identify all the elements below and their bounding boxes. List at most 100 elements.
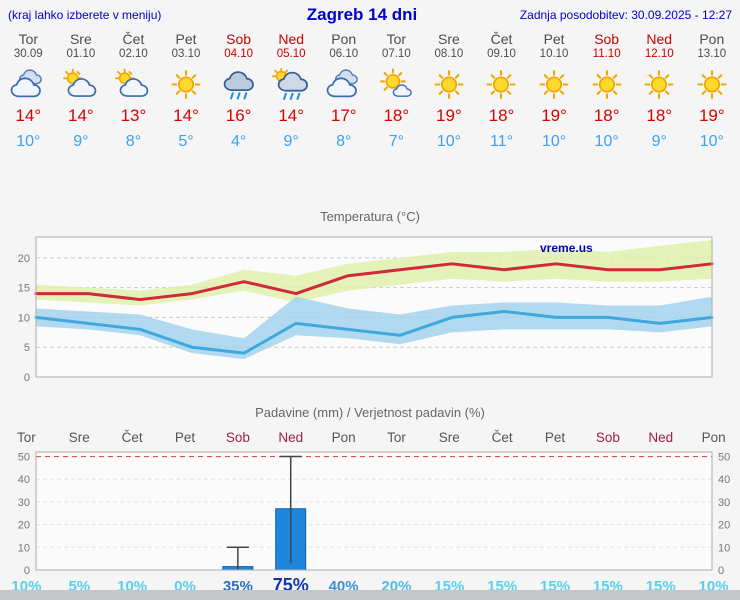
precip-day-label: Pon xyxy=(331,430,356,445)
min-temperature: 8° xyxy=(125,133,142,150)
precip-day-label: Tor xyxy=(17,430,36,445)
day-name: Ned xyxy=(278,31,305,47)
page-title: Zagreb 14 dni xyxy=(306,5,418,24)
precip-day-label: Tor xyxy=(387,430,406,445)
cloudy-icon xyxy=(7,68,49,101)
day-date: 07.10 xyxy=(381,48,411,60)
day-date: 12.10 xyxy=(644,48,674,60)
max-temperature: 14° xyxy=(173,106,199,125)
max-temperature: 16° xyxy=(225,106,252,125)
mostly-sunny-icon xyxy=(375,68,417,101)
day-column: Pon 13.10 19° 10° xyxy=(686,31,739,151)
day-column: Sob 11.10 18° 10° xyxy=(580,31,633,151)
day-column: Tor 07.10 18° 7° xyxy=(370,31,423,151)
precip-chart-title: Padavine (mm) / Verjetnost padavin (%) xyxy=(255,405,485,420)
svg-text:20: 20 xyxy=(718,520,730,532)
precip-day-label: Ned xyxy=(648,430,674,445)
day-date: 10.10 xyxy=(539,48,569,60)
temperature-chart: 0 5 10 15 20 vreme.us xyxy=(18,236,714,384)
min-temperature: 10° xyxy=(16,133,41,150)
day-name: Pet xyxy=(175,31,197,47)
precip-day-label: Sre xyxy=(68,430,90,445)
max-temperature: 14° xyxy=(68,106,94,125)
header: (kraj lahko izberete v meniju) Zagreb 14… xyxy=(0,0,740,27)
day-name: Ned xyxy=(646,31,673,47)
min-temperature: 9° xyxy=(651,133,667,150)
svg-text:30: 30 xyxy=(718,497,730,509)
precip-day-labels-row: Tor Sre Čet Pet Sob Ned Pon Tor Sre Čet Pet Sob Ned P… xyxy=(0,429,740,446)
day-date: 03.10 xyxy=(171,48,201,60)
sunny-icon xyxy=(533,68,575,101)
min-temperature: 7° xyxy=(388,133,404,150)
svg-text:0: 0 xyxy=(718,565,724,576)
min-temperature: 4° xyxy=(230,133,247,150)
min-temperature-line xyxy=(34,309,714,355)
day-date: 01.10 xyxy=(66,48,96,60)
precip-day-label: Čet xyxy=(121,430,143,445)
cloudy-icon xyxy=(323,68,365,101)
day-name: Sre xyxy=(438,31,460,47)
day-name: Pon xyxy=(331,31,357,47)
svg-text:10: 10 xyxy=(718,542,730,554)
max-temperature: 14° xyxy=(278,106,305,125)
svg-text:40: 40 xyxy=(18,474,30,486)
last-update-text: Zadnja posodobitev: 30.09.2025 - 12:27 xyxy=(519,8,732,22)
sunny-icon xyxy=(428,68,470,101)
precip-day-label: Ned xyxy=(278,430,304,445)
day-name: Sob xyxy=(226,31,252,47)
day-date: 04.10 xyxy=(224,48,253,60)
min-temperature: 8° xyxy=(336,133,352,150)
day-name: Čet xyxy=(122,31,145,47)
day-date: 02.10 xyxy=(119,48,148,60)
max-temperature: 18° xyxy=(383,106,410,125)
max-temperature: 13° xyxy=(120,106,147,125)
max-temperature: 19° xyxy=(698,106,725,125)
precip-day-label: Pon xyxy=(701,430,726,445)
day-column: Sob 04.10 16° 4° xyxy=(212,31,265,151)
temperature-chart-title: Temperatura (°C) xyxy=(320,209,420,224)
day-name: Sre xyxy=(69,31,92,47)
day-column: Sre 01.10 14° 9° xyxy=(55,31,108,151)
precip-day-label: Sre xyxy=(438,430,460,445)
max-temperature: 18° xyxy=(593,106,620,125)
precipitation-chart: 0 0 10 10 20 20 30 30 40 40 50 50 xyxy=(18,451,730,576)
precip-day-label: Pet xyxy=(174,430,196,445)
min-temperature: 11° xyxy=(489,133,513,150)
sunny-icon xyxy=(480,68,522,101)
min-temperature: 10° xyxy=(699,133,724,150)
day-name: Pon xyxy=(699,31,725,47)
day-date: 11.10 xyxy=(592,48,621,60)
svg-text:10: 10 xyxy=(18,542,30,554)
precipitation-whisker xyxy=(279,455,302,564)
max-temperature: 19° xyxy=(436,106,462,125)
min-temperature: 9° xyxy=(73,133,89,150)
rain-sun-icon xyxy=(270,68,312,101)
svg-text:50: 50 xyxy=(18,452,30,464)
precip-day-label: Čet xyxy=(491,430,513,445)
min-temperature: 10° xyxy=(436,133,462,150)
sunny-icon xyxy=(586,68,628,101)
svg-text:0: 0 xyxy=(24,565,30,576)
precip-day-label: Pet xyxy=(544,430,566,445)
day-name: Čet xyxy=(490,31,513,47)
day-date: 09.10 xyxy=(487,48,516,60)
partly-icon xyxy=(112,68,154,101)
day-column: Tor 30.09 14° 10° xyxy=(2,31,55,151)
day-name: Tor xyxy=(386,31,407,47)
day-date: 05.10 xyxy=(276,48,306,60)
min-temperature-range-band xyxy=(36,296,712,360)
svg-text:5: 5 xyxy=(24,342,30,354)
precip-day-label: Sob xyxy=(225,430,250,445)
max-temperature: 17° xyxy=(330,106,357,125)
day-name: Pet xyxy=(543,31,565,47)
precipitation-whisker xyxy=(226,546,249,570)
day-column: Ned 12.10 18° 9° xyxy=(633,31,686,151)
max-temperature: 19° xyxy=(541,106,567,125)
max-temperature: 18° xyxy=(646,106,673,125)
min-temperature: 10° xyxy=(541,133,567,150)
watermark-link[interactable]: vreme.us xyxy=(540,241,593,255)
day-column: Pet 03.10 14° 5° xyxy=(160,31,213,151)
svg-text:20: 20 xyxy=(18,520,30,532)
svg-text:10: 10 xyxy=(18,312,30,324)
location-menu-note: (kraj lahko izberete v meniju) xyxy=(8,8,162,22)
